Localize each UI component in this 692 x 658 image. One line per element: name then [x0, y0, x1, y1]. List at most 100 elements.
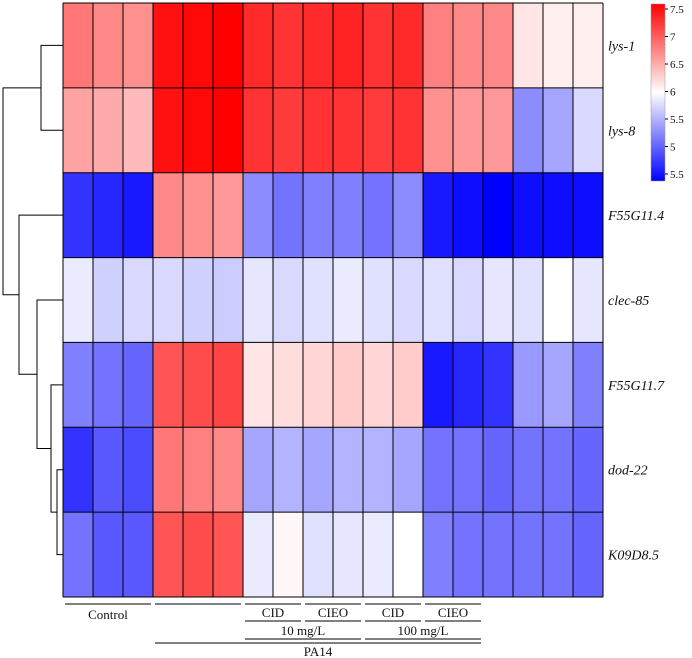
heatmap-cell — [303, 342, 334, 428]
heatmap-cell — [363, 427, 394, 513]
heatmap-cell — [543, 172, 574, 259]
heatmap-cell — [153, 172, 184, 259]
dendrogram-branch — [18, 214, 63, 375]
heatmap-cell — [63, 172, 94, 259]
heatmap-cell — [453, 427, 484, 513]
gene-label: lys-8 — [608, 124, 635, 139]
heatmap-cell — [93, 427, 124, 513]
heatmap-cell — [273, 342, 304, 428]
heatmap-cell — [93, 342, 124, 428]
heatmap-cell — [303, 512, 334, 598]
heatmap-cell — [243, 172, 274, 259]
heatmap-cell — [513, 3, 544, 89]
heatmap-cell — [363, 87, 394, 174]
heatmap-cell — [543, 257, 574, 343]
heatmap-cell — [573, 3, 604, 89]
heatmap-cell — [273, 87, 304, 174]
color-legend: 7.5 7 6.5 6 5.5 5 5.5 — [650, 3, 684, 182]
heatmap-cell — [543, 87, 574, 174]
heatmap-cell — [453, 512, 484, 598]
group-label: 10 mg/L — [281, 623, 325, 638]
heatmap-cell — [363, 172, 394, 259]
heatmap-cell — [543, 3, 574, 89]
heatmap-cell — [513, 427, 544, 513]
heatmap-cell — [543, 427, 574, 513]
heatmap-cell — [123, 257, 154, 343]
column-group-labels: Control CID CIEO CID CIEO 10 mg/L 100 mg/L PA14 — [65, 603, 481, 658]
heatmap-cell — [363, 342, 394, 428]
heatmap-cell — [363, 3, 394, 89]
heatmap-cell — [423, 257, 454, 343]
heatmap-cell — [483, 257, 514, 343]
group-label: CID — [262, 605, 284, 620]
heatmap-cell — [273, 257, 304, 343]
dendrogram-branch — [40, 44, 63, 131]
heatmap-cell — [213, 87, 244, 174]
heatmap-cell — [183, 342, 214, 428]
heatmap-cell — [153, 512, 184, 598]
heatmap-cell — [183, 512, 214, 598]
group-label: 100 mg/L — [398, 623, 449, 638]
heatmap-cell — [453, 257, 484, 343]
row-dendrogram — [2, 44, 63, 556]
heatmap-cell — [183, 427, 214, 513]
heatmap-cell — [93, 3, 124, 89]
heatmap-cell — [153, 427, 184, 513]
group-label: CIEO — [438, 605, 468, 620]
heatmap-cell — [573, 512, 604, 598]
heatmap-cell — [513, 512, 544, 598]
heatmap-cell — [573, 427, 604, 513]
heatmap-cell — [213, 427, 244, 513]
dendrogram-branch — [56, 469, 63, 556]
heatmap-cell — [303, 172, 334, 259]
heatmap-cell — [243, 427, 274, 513]
gene-label: F55G11.7 — [607, 379, 665, 394]
heatmap-cell — [63, 257, 94, 343]
heatmap-cell — [333, 342, 364, 428]
heatmap-cell — [93, 257, 124, 343]
heatmap-cell — [123, 172, 154, 259]
heatmap-cell — [243, 3, 274, 89]
heatmap-cell — [393, 172, 424, 259]
heatmap-gridlines — [62, 2, 604, 598]
heatmap-cell — [303, 257, 334, 343]
gene-label: K09D8.5 — [607, 549, 659, 564]
heatmap-cell — [423, 3, 454, 89]
heatmap-cell — [483, 427, 514, 513]
heatmap-cell — [543, 342, 574, 428]
heatmap-cell — [303, 87, 334, 174]
heatmap-cell — [333, 257, 364, 343]
heatmap-cell — [123, 512, 154, 598]
heatmap-cell — [333, 172, 364, 259]
heatmap-cell — [63, 87, 94, 174]
heatmap-cell — [273, 3, 304, 89]
heatmap-cell — [513, 87, 544, 174]
heatmap-cell — [273, 512, 304, 598]
heatmap-cell — [423, 512, 454, 598]
heatmap-cell — [153, 257, 184, 343]
legend-tick-label: 7.5 — [670, 4, 684, 16]
legend-tick-label: 5.5 — [670, 169, 684, 181]
heatmap-cell — [213, 257, 244, 343]
heatmap-cell — [423, 342, 454, 428]
heatmap-cell — [453, 87, 484, 174]
heatmap-cell — [213, 172, 244, 259]
heatmap-cell — [243, 342, 274, 428]
heatmap-cell — [453, 3, 484, 89]
heatmap-cell — [393, 3, 424, 89]
heatmap-cell — [303, 427, 334, 513]
heatmap-cell — [573, 257, 604, 343]
heatmap-cell — [273, 427, 304, 513]
dendrogram-branch — [36, 299, 63, 449]
group-label: CID — [382, 605, 404, 620]
heatmap-cell — [393, 87, 424, 174]
legend-tick-label: 5.5 — [670, 114, 684, 126]
heatmap-cell — [453, 342, 484, 428]
heatmap-cell — [543, 512, 574, 598]
heatmap-cell — [273, 172, 304, 259]
group-label: PA14 — [304, 644, 333, 658]
heatmap-cell — [63, 427, 94, 513]
heatmap-cell — [123, 87, 154, 174]
heatmap-cell — [363, 512, 394, 598]
heatmap-cell — [483, 87, 514, 174]
